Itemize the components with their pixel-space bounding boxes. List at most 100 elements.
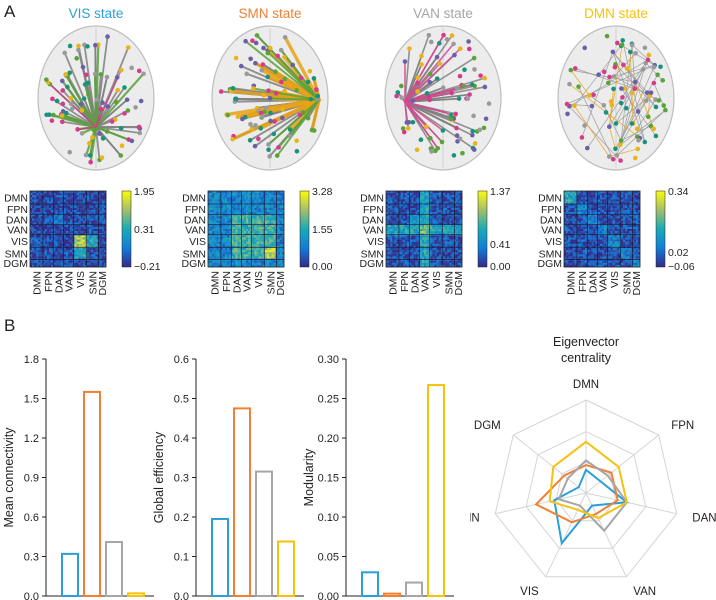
- brain-node: [444, 37, 450, 42]
- matrix-cell: [411, 191, 414, 194]
- matrix-cell: [239, 239, 242, 242]
- matrix-cell: [426, 195, 429, 198]
- brain-node: [440, 128, 446, 133]
- brain-node: [607, 74, 612, 80]
- matrix-cell: [99, 201, 102, 204]
- matrix-cell: [449, 220, 452, 223]
- matrix-cell: [256, 239, 259, 242]
- matrix-cell: [222, 243, 226, 247]
- matrix-cell: [424, 231, 427, 234]
- matrix-cell: [621, 210, 624, 213]
- matrix-cell: [38, 207, 41, 211]
- matrix-cell: [212, 220, 215, 223]
- matrix-cell: [279, 224, 283, 228]
- matrix-cell: [438, 191, 442, 194]
- matrix-cell: [430, 239, 433, 242]
- matrix-cell: [267, 231, 270, 234]
- matrix-cell: [265, 210, 268, 213]
- matrix-cell: [76, 235, 79, 238]
- brain-edge: [404, 47, 462, 103]
- brain-node: [305, 115, 311, 121]
- matrix-cell: [222, 252, 226, 255]
- matrix-cell: [231, 210, 234, 213]
- matrix-cell: [36, 218, 39, 221]
- matrix-cell: [241, 205, 245, 209]
- matrix-cell: [235, 226, 238, 230]
- matrix-cell: [415, 222, 418, 225]
- matrix-cell: [271, 222, 274, 225]
- matrix-cell: [616, 205, 620, 209]
- matrix-cell: [392, 212, 395, 215]
- matrix-cell: [218, 195, 221, 198]
- matrix-cell: [281, 248, 285, 251]
- matrix-cell: [388, 218, 391, 221]
- matrix-cell: [229, 226, 232, 230]
- matrix-cell: [419, 214, 423, 217]
- matrix-cell: [214, 193, 217, 196]
- matrix-cell: [30, 256, 33, 259]
- matrix-dmn: DMNDMNFPNFPNDANDANVANVANVISVISSMNSMNDGMD…: [538, 186, 695, 296]
- matrix-cell: [616, 199, 620, 202]
- matrix-cell: [80, 220, 83, 223]
- matrix-cell: [243, 248, 247, 251]
- matrix-cell: [267, 195, 270, 198]
- matrix-cell: [258, 226, 261, 230]
- matrix-cell: [633, 201, 636, 204]
- matrix-cell: [271, 248, 274, 251]
- matrix-cell: [587, 191, 590, 194]
- brain-edge: [404, 55, 423, 103]
- matrix-cell: [34, 207, 37, 211]
- matrix-cell: [103, 224, 107, 228]
- matrix-cell: [55, 243, 58, 247]
- matrix-row-label: DAN: [362, 215, 384, 227]
- matrix-cell: [95, 229, 98, 232]
- matrix-cell: [409, 237, 412, 240]
- matrix-cell: [411, 229, 414, 232]
- matrix-cell: [623, 203, 626, 206]
- matrix-cell: [220, 260, 223, 263]
- matrix-cell: [388, 248, 391, 251]
- matrix-cell: [63, 203, 67, 206]
- matrix-cell: [241, 231, 245, 234]
- matrix-cell: [256, 218, 259, 221]
- matrix-cell: [65, 254, 69, 257]
- matrix-cell: [74, 241, 77, 244]
- matrix-cell: [237, 229, 240, 232]
- matrix-cell: [449, 212, 452, 215]
- matrix-cell: [438, 252, 442, 255]
- matrix-cell: [80, 216, 83, 219]
- matrix-cell: [451, 252, 454, 255]
- matrix-cell: [279, 264, 283, 268]
- brain-node: [266, 142, 271, 147]
- matrix-cell: [93, 231, 96, 234]
- matrix-cell: [246, 195, 249, 198]
- matrix-cell: [580, 199, 584, 202]
- matrix-cell: [430, 220, 433, 223]
- matrix-cell: [390, 205, 393, 209]
- matrix-cell: [273, 248, 276, 251]
- matrix-cell: [246, 201, 249, 204]
- brain-node: [138, 98, 144, 104]
- matrix-cell: [602, 197, 605, 200]
- matrix-cell: [447, 224, 450, 228]
- matrix-cell: [229, 197, 232, 200]
- matrix-cell: [210, 241, 213, 244]
- matrix-cell: [59, 201, 62, 204]
- matrix-cell: [78, 222, 81, 225]
- brain-node: [610, 156, 616, 162]
- matrix-cell: [587, 197, 590, 200]
- matrix-cell: [445, 252, 448, 255]
- matrix-cell: [271, 231, 274, 234]
- matrix-cell: [438, 262, 442, 266]
- matrix-cell: [231, 220, 234, 223]
- matrix-cell: [227, 222, 230, 225]
- matrix-cell: [78, 248, 81, 251]
- matrix-cell: [271, 243, 274, 247]
- matrix-cell: [583, 210, 586, 213]
- matrix-cell: [434, 218, 437, 221]
- brain-node: [76, 43, 81, 49]
- matrix-cell: [459, 226, 463, 230]
- matrix-cell: [82, 231, 86, 234]
- matrix-cell: [61, 260, 64, 263]
- matrix-cell: [214, 231, 217, 234]
